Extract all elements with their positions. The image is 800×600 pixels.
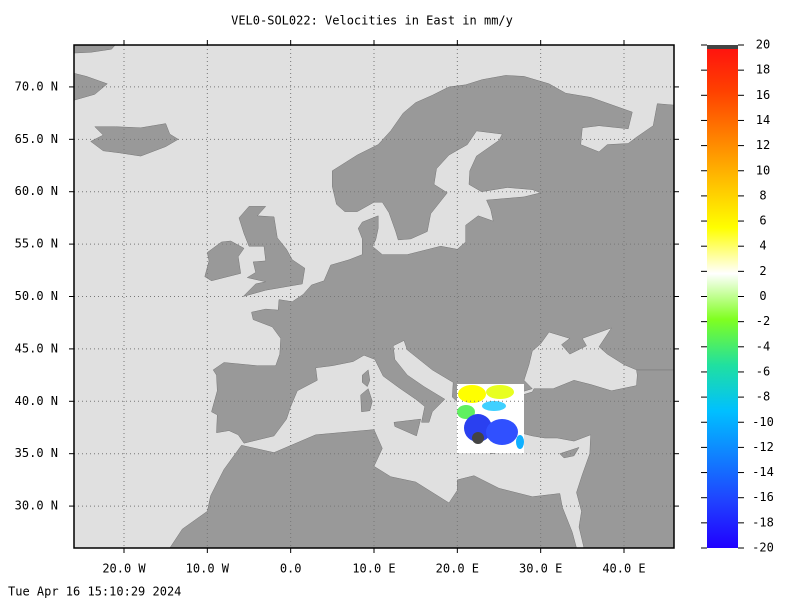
- y-tick-label: 50.0 N: [15, 289, 58, 303]
- landmass: [211, 75, 674, 444]
- colorbar-tick-label: 12: [756, 138, 770, 152]
- colorbar-tick-label: -20: [752, 541, 774, 555]
- colorbar-tick-label: 0: [759, 289, 766, 303]
- colorbar: [707, 45, 738, 548]
- colorbar-tick-label: 2: [759, 264, 766, 278]
- colorbar-tick-label: -8: [756, 390, 770, 404]
- colorbar-tick-label: -14: [752, 465, 774, 479]
- landmass: [90, 123, 179, 157]
- landmass: [393, 418, 422, 437]
- colorbar-cap: [707, 45, 738, 49]
- colorbar-tick-label: 18: [756, 63, 770, 77]
- y-tick-label: 45.0 N: [15, 341, 58, 355]
- y-tick-label: 65.0 N: [15, 132, 58, 146]
- data-patch: [457, 384, 524, 453]
- title: VEL0-SOL022: Velocities in East in mm/y: [231, 14, 513, 28]
- land: [74, 45, 674, 548]
- y-tick-label: 70.0 N: [15, 79, 58, 93]
- colorbar-tick-label: 8: [759, 188, 766, 202]
- colorbar-tick-label: 14: [756, 113, 770, 127]
- landmass: [74, 45, 116, 54]
- x-tick-label: 30.0 E: [519, 562, 562, 576]
- y-tick-label: 40.0 N: [15, 394, 58, 408]
- colorbar-tick-label: 10: [756, 163, 770, 177]
- colorbar-tick-label: 20: [756, 38, 770, 52]
- landmass: [559, 446, 580, 459]
- y-tick-label: 30.0 N: [15, 499, 58, 513]
- x-tick-label: 40.0 E: [602, 562, 645, 576]
- x-tick-label: 0.0: [280, 562, 302, 576]
- landmass: [360, 388, 373, 413]
- landmass: [204, 240, 245, 282]
- y-tick-label: 60.0 N: [15, 184, 58, 198]
- y-tick-label: 35.0 N: [15, 446, 58, 460]
- x-tick-label: 20.0 W: [102, 562, 146, 576]
- colorbar-tick-label: -16: [752, 490, 774, 504]
- colorbar-tick-label: -18: [752, 515, 774, 529]
- landmass: [169, 429, 577, 548]
- x-tick-label: 10.0 W: [186, 562, 230, 576]
- x-tick-label: 10.0 E: [352, 562, 395, 576]
- colorbar-tick-label: -2: [756, 314, 770, 328]
- landmass: [238, 206, 306, 297]
- colorbar-tick-label: -4: [756, 339, 770, 353]
- y-tick-label: 55.0 N: [15, 237, 58, 251]
- timestamp: Tue Apr 16 15:10:29 2024: [8, 585, 181, 599]
- x-tick-label: 20.0 E: [436, 562, 479, 576]
- colorbar-tick-label: 6: [759, 214, 766, 228]
- colorbar-tick-label: -10: [752, 415, 774, 429]
- colorbar-tick-label: 16: [756, 88, 770, 102]
- colorbar-tick-label: -6: [756, 364, 770, 378]
- landmass: [362, 369, 371, 388]
- colorbar-tick-label: -12: [752, 440, 774, 454]
- colorbar-tick-label: 4: [759, 239, 766, 253]
